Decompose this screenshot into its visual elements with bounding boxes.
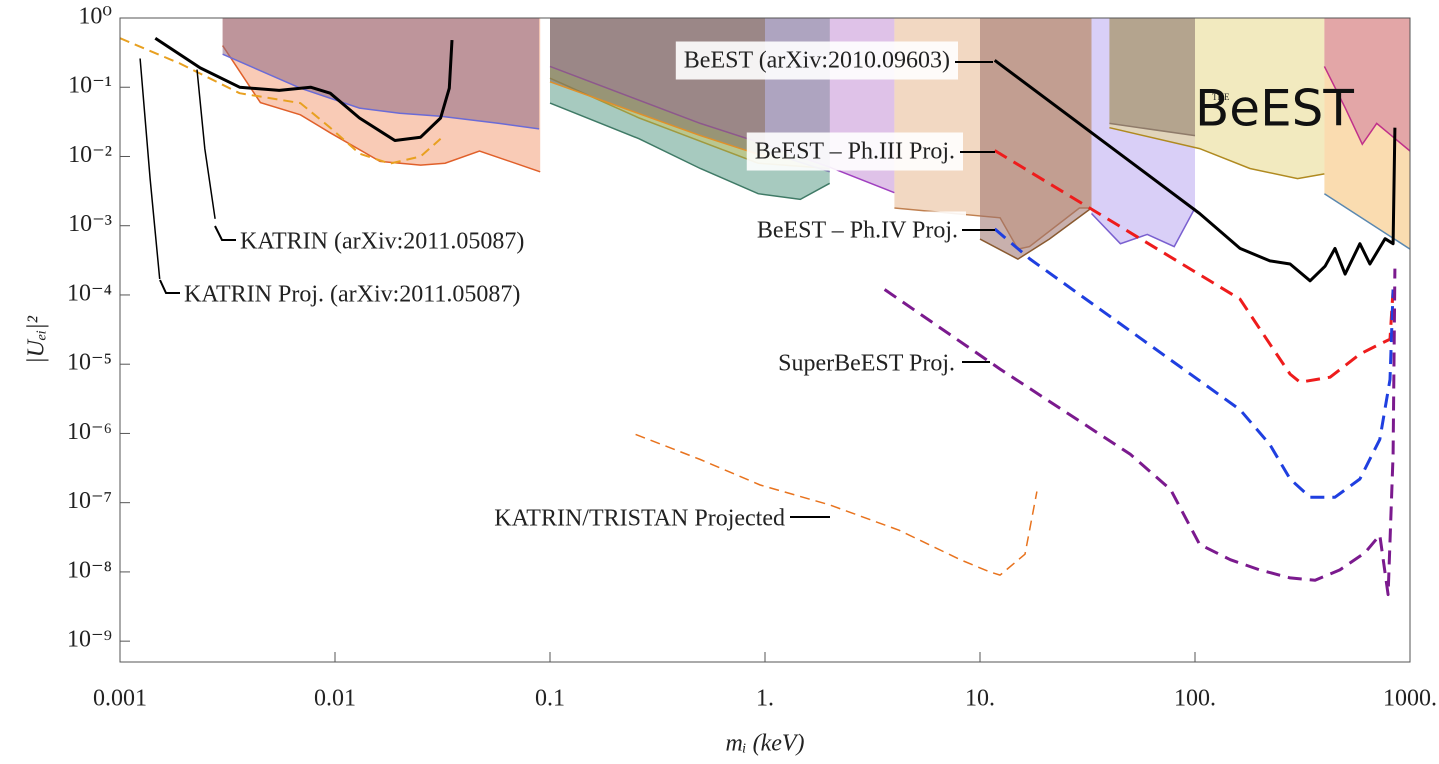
series-label: BeEST – Ph.IV Proj. [757, 218, 958, 244]
x-tick-label: 0.1 [535, 686, 565, 712]
chart: 0.001 0.01 0.1 1. 10. 100. 1000. 10⁻⁹ 10⁻⁸ 10⁻⁷ 10… [0, 0, 1439, 764]
label-connector [215, 226, 236, 240]
y-tick-label: 10⁻⁴ [67, 280, 112, 306]
label-connector [160, 280, 180, 293]
x-axis-label: mᵢ (keV) [725, 731, 804, 757]
x-tick-label: 1000. [1383, 686, 1437, 712]
curve [140, 59, 160, 280]
y-tick-label: 10⁻³ [68, 211, 112, 237]
x-tick-label: 1. [756, 686, 774, 712]
y-tick-label: 10⁻⁶ [67, 419, 112, 445]
series-label: KATRIN/TRISTAN Projected [494, 506, 785, 532]
region [1109, 18, 1195, 136]
y-tick-label: 10⁻² [68, 142, 112, 168]
y-tick-label: 10⁻¹ [68, 73, 112, 99]
y-tick-label: 10⁻⁸ [67, 557, 112, 583]
logo: BeEST [1195, 80, 1354, 138]
curve [995, 229, 1393, 497]
y-tick-label: 10⁻⁹ [67, 627, 112, 653]
x-tick-label: 100. [1174, 686, 1216, 712]
y-tick-label: 10⁰ [78, 4, 112, 30]
series-label: BeEST – Ph.III Proj. [755, 139, 955, 165]
y-tick-label: 10⁻⁷ [67, 488, 112, 514]
region [980, 18, 1092, 259]
y-tick-label: 10⁻⁵ [67, 350, 112, 376]
series-label: BeEST (arXiv:2010.09603) [684, 48, 950, 74]
series-label: SuperBeEST Proj. [778, 351, 955, 377]
series-label: KATRIN Proj. (arXiv:2011.05087) [184, 282, 520, 308]
x-tick-label: 10. [965, 686, 995, 712]
x-tick-label: 0.01 [314, 686, 356, 712]
series-label: KATRIN (arXiv:2011.05087) [240, 229, 524, 255]
curve [197, 70, 215, 219]
y-axis-label: |Uₑᵢ|² [24, 315, 50, 364]
curve [885, 269, 1395, 595]
x-tick-label: 0.001 [93, 686, 147, 712]
